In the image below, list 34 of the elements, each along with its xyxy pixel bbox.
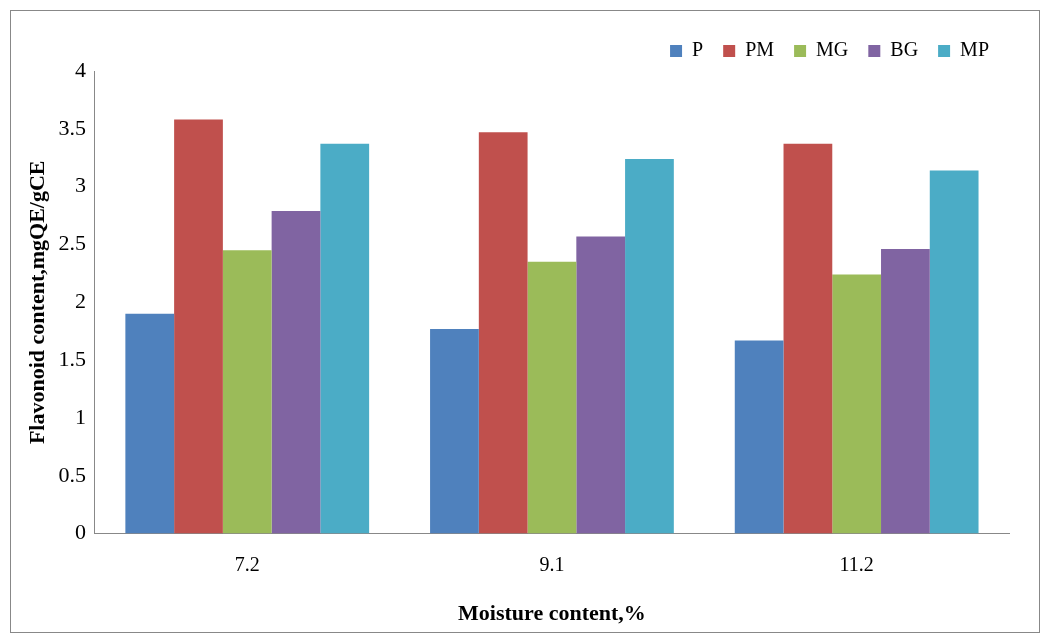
x-tick-label: 7.2	[234, 552, 260, 575]
y-tick-label: 1	[74, 403, 86, 429]
y-tick-label: 4	[74, 56, 86, 82]
bar	[576, 236, 626, 534]
bar	[125, 313, 175, 534]
y-axis-title: Flavonoid content,mgQE/gCE	[23, 160, 49, 445]
x-tick-label: 11.2	[839, 552, 874, 575]
bar	[625, 158, 674, 534]
bar	[478, 132, 528, 534]
bar	[832, 274, 882, 534]
bar	[929, 170, 979, 534]
bar	[734, 340, 784, 534]
bar	[881, 249, 930, 534]
bar	[527, 261, 577, 534]
y-tick-label: 3.5	[58, 114, 86, 140]
y-tick-label: 1.5	[58, 345, 86, 371]
y-tick-label: 2	[74, 288, 86, 314]
y-tick-label: 0.5	[58, 461, 86, 487]
bar	[430, 328, 479, 534]
bar	[174, 119, 223, 534]
legend-label: MG	[816, 38, 849, 61]
x-axis-title: Moisture content,%	[458, 600, 646, 626]
bar	[320, 143, 370, 534]
legend-label: BG	[890, 38, 919, 61]
y-tick-label: 3	[74, 172, 86, 198]
bar	[783, 143, 833, 534]
legend-label: P	[692, 38, 704, 61]
y-tick-label: 2.5	[58, 230, 86, 256]
bar	[271, 210, 321, 534]
y-tick-label: 0	[74, 519, 86, 545]
legend-label: MP	[960, 38, 989, 61]
bar	[222, 250, 272, 534]
legend-label: PM	[745, 38, 775, 61]
x-tick-label: 9.1	[539, 552, 565, 575]
